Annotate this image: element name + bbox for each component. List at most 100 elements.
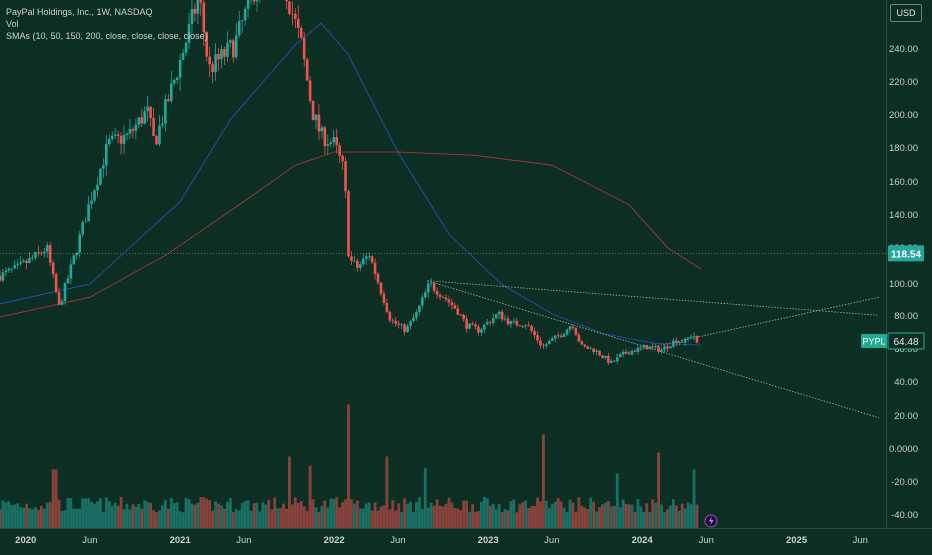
candle[interactable]	[252, 0, 256, 2]
candle[interactable]	[164, 99, 167, 124]
candle[interactable]	[683, 338, 687, 343]
candle[interactable]	[31, 257, 34, 259]
candle[interactable]	[208, 56, 211, 65]
candle[interactable]	[438, 294, 442, 297]
candle[interactable]	[672, 340, 675, 347]
candle[interactable]	[152, 117, 155, 136]
candle[interactable]	[4, 270, 8, 273]
candle[interactable]	[255, 0, 259, 2]
candle[interactable]	[686, 337, 690, 339]
candle[interactable]	[19, 261, 22, 264]
candle[interactable]	[612, 360, 616, 362]
candle[interactable]	[677, 341, 681, 344]
candle[interactable]	[211, 64, 214, 73]
candle[interactable]	[441, 296, 445, 298]
candle[interactable]	[326, 144, 330, 147]
candle[interactable]	[240, 20, 244, 22]
candle[interactable]	[571, 326, 575, 328]
candle[interactable]	[610, 360, 613, 363]
candle[interactable]	[84, 221, 87, 223]
candle[interactable]	[536, 335, 539, 341]
candle[interactable]	[663, 346, 666, 350]
candle[interactable]	[158, 125, 161, 145]
candle[interactable]	[604, 356, 607, 358]
candle[interactable]	[1, 272, 5, 281]
candle[interactable]	[237, 21, 241, 36]
candle[interactable]	[13, 264, 17, 269]
candle[interactable]	[648, 346, 652, 350]
candle[interactable]	[40, 252, 43, 254]
candle[interactable]	[562, 334, 566, 337]
candle[interactable]	[155, 135, 158, 145]
candle[interactable]	[317, 114, 321, 132]
candle[interactable]	[60, 300, 64, 305]
candle[interactable]	[69, 264, 73, 279]
candle[interactable]	[406, 326, 409, 333]
candle[interactable]	[0, 275, 2, 281]
candle[interactable]	[87, 204, 90, 222]
candle[interactable]	[615, 357, 619, 362]
candle[interactable]	[435, 290, 439, 295]
candle[interactable]	[627, 353, 631, 355]
candle[interactable]	[474, 324, 477, 327]
candle[interactable]	[651, 346, 654, 348]
candle[interactable]	[565, 329, 569, 335]
candle[interactable]	[45, 245, 49, 252]
candle[interactable]	[542, 345, 545, 347]
candle[interactable]	[500, 311, 504, 320]
candle[interactable]	[178, 60, 182, 78]
candle[interactable]	[583, 344, 587, 347]
candle[interactable]	[483, 324, 486, 330]
candle[interactable]	[332, 137, 336, 143]
candle[interactable]	[214, 54, 217, 73]
candle[interactable]	[291, 13, 294, 15]
candle[interactable]	[518, 325, 522, 327]
candle[interactable]	[630, 351, 634, 355]
candle[interactable]	[468, 323, 471, 329]
candle[interactable]	[37, 252, 40, 253]
candle[interactable]	[193, 9, 197, 14]
candle[interactable]	[308, 80, 312, 101]
candle[interactable]	[589, 348, 592, 350]
candle[interactable]	[601, 355, 604, 358]
candle[interactable]	[294, 14, 297, 19]
symbol-title[interactable]: PayPal Holdings, Inc., 1W, NASDAQ	[6, 7, 153, 17]
candle[interactable]	[190, 9, 194, 24]
candle[interactable]	[595, 350, 598, 353]
candle[interactable]	[660, 349, 663, 352]
candle[interactable]	[34, 252, 37, 258]
candle[interactable]	[57, 292, 61, 305]
candle[interactable]	[72, 255, 76, 265]
candle[interactable]	[553, 335, 557, 339]
candle[interactable]	[618, 354, 622, 358]
candle[interactable]	[243, 8, 247, 21]
candle[interactable]	[503, 318, 507, 320]
candle[interactable]	[113, 134, 117, 136]
candle[interactable]	[305, 59, 309, 81]
candle[interactable]	[391, 320, 395, 322]
candle[interactable]	[577, 334, 581, 342]
candle[interactable]	[486, 322, 489, 325]
candle[interactable]	[202, 2, 206, 33]
candle[interactable]	[226, 42, 229, 57]
candle[interactable]	[7, 268, 11, 271]
candle[interactable]	[90, 200, 93, 205]
candle[interactable]	[311, 100, 315, 121]
candle[interactable]	[161, 123, 164, 126]
candle[interactable]	[119, 135, 123, 144]
candle[interactable]	[128, 129, 132, 134]
candle[interactable]	[338, 145, 341, 156]
candle[interactable]	[223, 49, 226, 57]
candle[interactable]	[624, 351, 628, 354]
candle[interactable]	[379, 282, 383, 294]
candle[interactable]	[335, 137, 338, 146]
candle[interactable]	[102, 165, 105, 169]
candle[interactable]	[63, 283, 67, 301]
candle[interactable]	[122, 135, 126, 144]
candle[interactable]	[25, 260, 28, 264]
candle[interactable]	[680, 341, 684, 343]
candle[interactable]	[107, 138, 111, 144]
candle[interactable]	[539, 340, 542, 346]
candle[interactable]	[580, 341, 584, 345]
candle[interactable]	[491, 318, 495, 323]
